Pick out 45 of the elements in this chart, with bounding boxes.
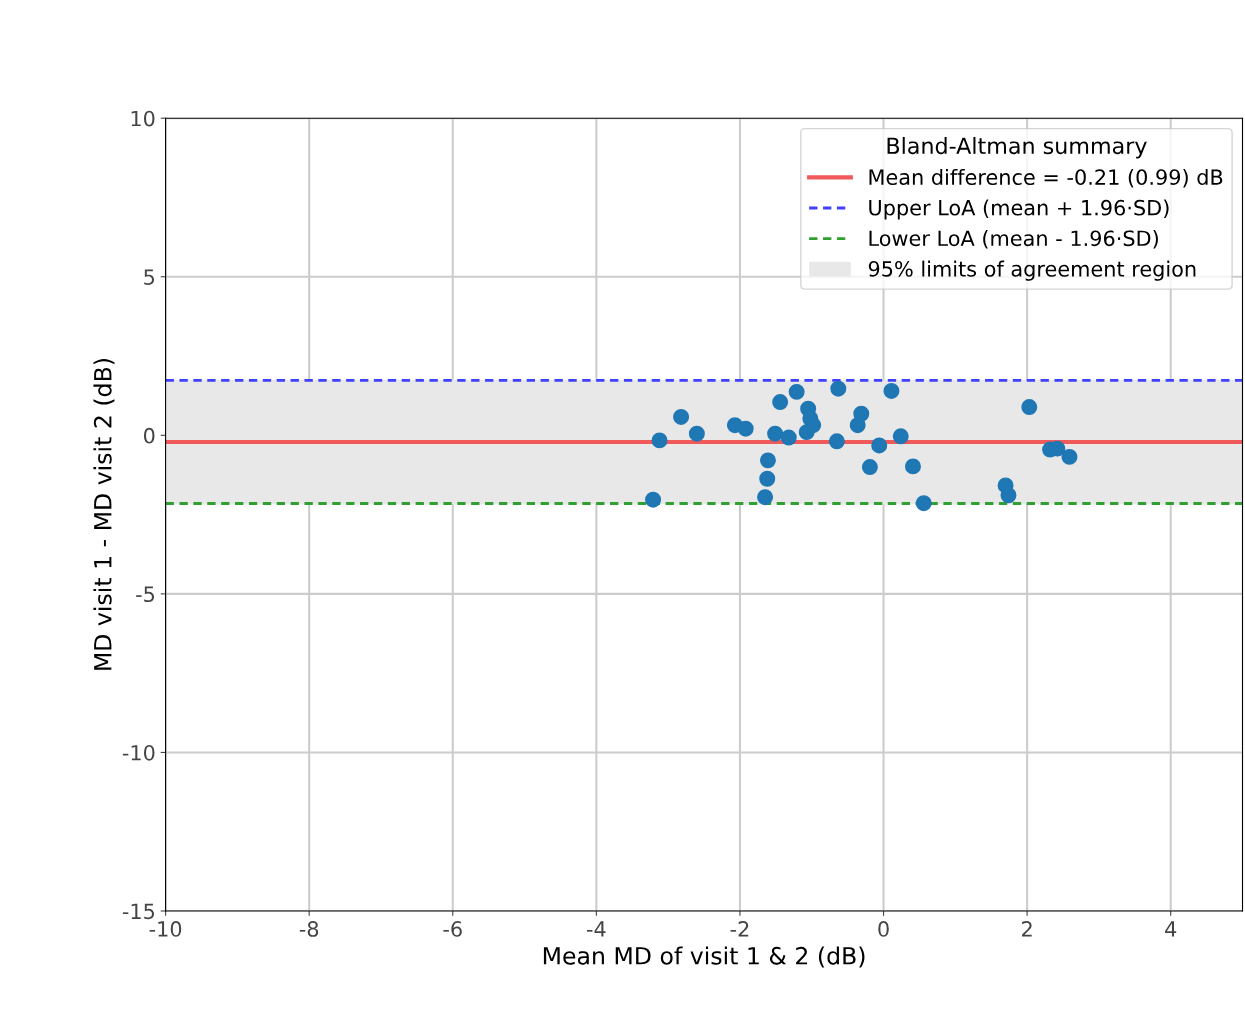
point — [828, 433, 845, 450]
point — [904, 458, 921, 475]
y-tick-label: -10 — [122, 744, 155, 761]
point — [871, 437, 888, 454]
y-axis-title: MD visit 1 - MD visit 2 (dB) — [93, 359, 115, 670]
point — [759, 470, 776, 487]
point — [830, 380, 847, 397]
point — [861, 459, 878, 476]
legend-label: Upper LoA (mean + 1.96·SD) — [869, 199, 1169, 220]
x-tick-label: -4 — [586, 921, 606, 937]
point — [651, 432, 668, 449]
point — [737, 420, 754, 437]
point — [1000, 487, 1017, 504]
point — [645, 491, 662, 508]
x-tick-label: -8 — [299, 921, 319, 937]
point — [798, 424, 815, 441]
y-tick-label: -15 — [122, 903, 155, 920]
point — [892, 428, 909, 445]
point — [767, 425, 784, 442]
y-tick-label: 0 — [143, 427, 155, 444]
x-tick-label: 0 — [878, 921, 889, 937]
x-tick-label: 2 — [1022, 921, 1032, 937]
point — [757, 489, 774, 506]
point — [788, 383, 805, 400]
point — [688, 425, 705, 442]
y-tick-label: -5 — [136, 586, 155, 603]
y-tick-label: 10 — [131, 110, 155, 127]
x-tick-label: -2 — [730, 921, 749, 937]
y-tick-label: 5 — [144, 269, 155, 285]
x-tick-label: -6 — [443, 921, 462, 937]
point — [772, 394, 789, 410]
legend-label: 95% limits of agreement region — [868, 260, 1196, 281]
point — [759, 452, 776, 469]
point — [780, 429, 797, 446]
x-tick-label: 4 — [1165, 921, 1177, 937]
x-axis-title: Mean MD of visit 1 & 2 (dB) — [543, 946, 865, 968]
legend-label: Mean difference = -0.21 (0.99) dB — [869, 168, 1223, 188]
point — [915, 495, 932, 512]
point — [673, 408, 690, 425]
point — [849, 417, 866, 434]
point — [1021, 399, 1038, 416]
legend-title: Bland-Altman summary — [887, 136, 1147, 159]
point — [1061, 448, 1078, 465]
point — [883, 382, 900, 399]
legend-label: Lower LoA (mean - 1.96·SD) — [869, 230, 1158, 249]
